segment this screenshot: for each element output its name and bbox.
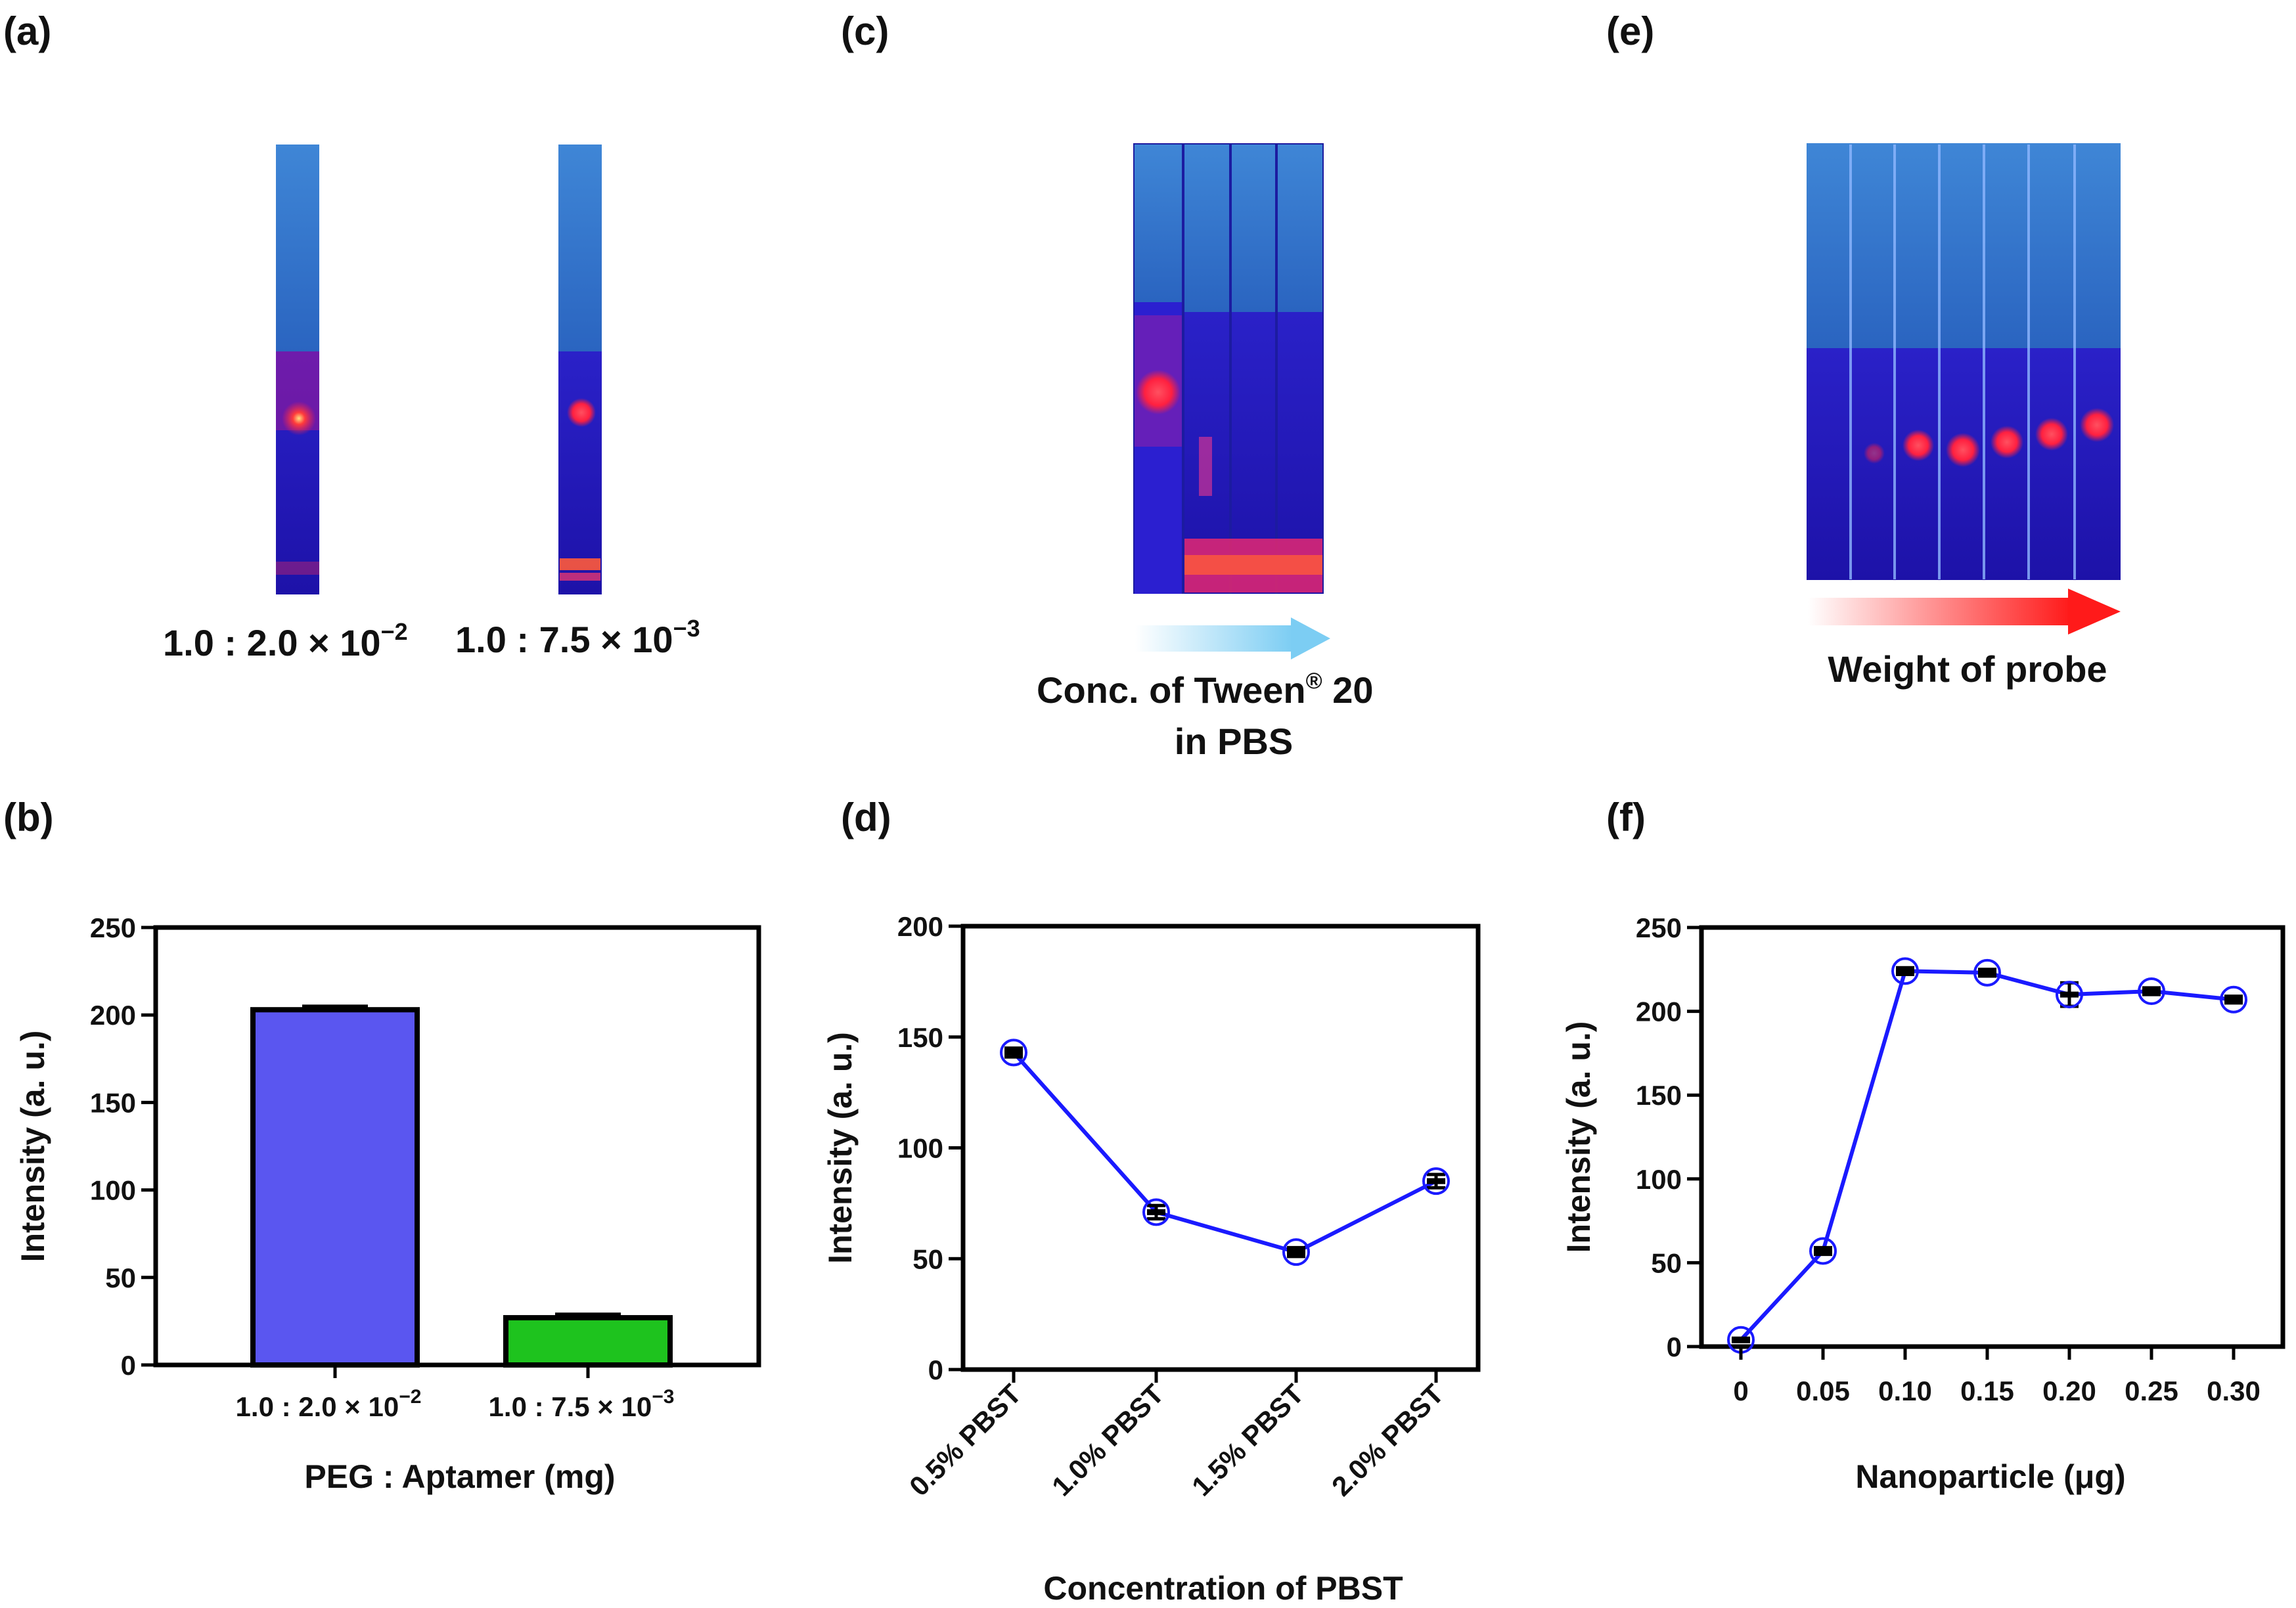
ratio-caption-2: 1.0 : 7.5 × 10−3 xyxy=(455,615,700,660)
test-spot xyxy=(2080,408,2114,442)
y-tick-label: 250 xyxy=(1636,912,1682,943)
data-point xyxy=(2138,977,2165,1005)
series-line xyxy=(1739,969,2234,1341)
data-point xyxy=(1891,957,1919,985)
ratio-caption-1: 1.0 : 2.0 × 10−2 xyxy=(163,618,408,663)
data-point xyxy=(2056,981,2083,1009)
panel-a-strips xyxy=(276,145,602,594)
data-point xyxy=(1282,1238,1310,1266)
y-tick-label: 200 xyxy=(897,911,943,942)
panel-label-f: (f) xyxy=(1606,795,1646,839)
x-tick-label: 0.5% PBST xyxy=(903,1378,1027,1502)
x-axis-title: Concentration of PBST xyxy=(1043,1570,1403,1607)
y-tick-label: 100 xyxy=(1636,1164,1682,1195)
data-point xyxy=(1809,1237,1837,1265)
data-point xyxy=(1000,1038,1027,1067)
y-axis-title: Intensity (a. u.) xyxy=(822,1032,859,1264)
panel-label-c: (c) xyxy=(841,9,889,53)
x-tick-label: 2.0% PBST xyxy=(1326,1378,1450,1502)
y-tick-label: 50 xyxy=(912,1243,943,1274)
arrow-probe xyxy=(1808,589,2121,635)
x-tick-label: 1.0 : 7.5 × 10−3 xyxy=(489,1386,675,1422)
y-tick-label: 200 xyxy=(1636,996,1682,1027)
test-strip xyxy=(1232,145,1275,594)
test-strip xyxy=(1278,145,1322,594)
panel-c-strips xyxy=(1133,143,1324,594)
y-tick-label: 50 xyxy=(1651,1247,1682,1278)
test-spot xyxy=(567,398,596,427)
panel-label-d: (d) xyxy=(841,795,891,839)
bar xyxy=(250,1007,420,1368)
panel-e-strips xyxy=(1807,143,2121,580)
test-spot xyxy=(1864,443,1885,464)
x-axis-title: PEG : Aptamer (mg) xyxy=(304,1458,615,1495)
x-tick-label: 0.20 xyxy=(2042,1375,2096,1406)
y-tick-label: 0 xyxy=(1667,1331,1682,1362)
chart-f: 0 50 100 150 200 250 Intensity (a. u.) 0 0.05 0.1… xyxy=(1560,912,2285,1495)
x-tick-label: 0.25 xyxy=(2125,1375,2178,1406)
data-point xyxy=(1142,1198,1170,1226)
tween-caption-line2: in PBS xyxy=(1175,721,1293,762)
arrow-tween xyxy=(1135,617,1330,659)
test-strip xyxy=(558,145,602,594)
y-tick-label: 150 xyxy=(90,1087,136,1118)
test-strip xyxy=(1135,145,1182,594)
x-tick-label: 0.30 xyxy=(2207,1375,2261,1406)
x-tick-label: 1.5% PBST xyxy=(1186,1378,1310,1502)
x-axis-title: Nanoparticle (μg) xyxy=(1855,1458,2125,1495)
y-tick-label: 0 xyxy=(928,1354,943,1385)
test-spot xyxy=(1902,430,1934,461)
x-tick-label: 0.10 xyxy=(1878,1375,1932,1406)
series-line xyxy=(1012,1051,1437,1255)
x-tick-label: 0.15 xyxy=(1960,1375,2014,1406)
tween-caption-line1: Conc. of Tween® 20 xyxy=(1037,669,1374,711)
y-axis-title: Intensity (a. u.) xyxy=(14,1031,51,1262)
strip-dividers xyxy=(1849,145,2076,579)
test-spot xyxy=(1946,433,1980,467)
probe-caption: Weight of probe xyxy=(1828,648,2107,690)
y-tick-label: 150 xyxy=(897,1022,943,1053)
plot-frame xyxy=(1699,925,2285,1349)
plot-frame xyxy=(960,924,1481,1372)
x-tick-label: 0.05 xyxy=(1796,1375,1850,1406)
x-tick-label: 0 xyxy=(1733,1375,1748,1406)
test-spot xyxy=(2035,418,2068,451)
panel-label-b: (b) xyxy=(3,795,54,839)
x-tick-label: 1.0% PBST xyxy=(1046,1378,1170,1502)
y-axis-title: Intensity (a. u.) xyxy=(1560,1021,1597,1253)
y-tick-label: 50 xyxy=(105,1262,136,1293)
plot-frame xyxy=(153,925,761,1368)
test-strip xyxy=(1184,145,1229,594)
y-tick-label: 100 xyxy=(897,1133,943,1164)
test-spot xyxy=(1136,370,1181,414)
chart-b: 0 50 100 150 200 250 Intensity (a. u.) 1.0 : 2.… xyxy=(14,912,761,1495)
y-tick-label: 100 xyxy=(90,1175,136,1206)
data-point xyxy=(2220,985,2247,1014)
y-tick-label: 0 xyxy=(121,1350,136,1381)
panel-label-e: (e) xyxy=(1606,9,1654,53)
bar xyxy=(503,1315,673,1368)
y-tick-label: 250 xyxy=(90,912,136,943)
y-tick-label: 150 xyxy=(1636,1080,1682,1111)
test-spot xyxy=(282,401,316,436)
data-point xyxy=(1422,1167,1450,1195)
y-tick-label: 200 xyxy=(90,1000,136,1031)
panel-label-a: (a) xyxy=(3,9,51,53)
x-tick-label: 1.0 : 2.0 × 10−2 xyxy=(236,1386,422,1422)
data-point xyxy=(1973,958,2001,987)
test-strip xyxy=(276,145,319,594)
test-spot xyxy=(1991,426,2023,458)
